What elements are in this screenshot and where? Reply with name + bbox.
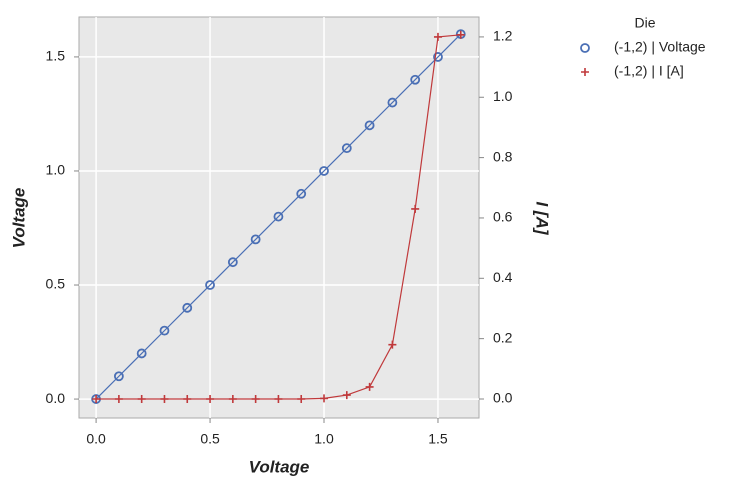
marker <box>183 394 192 403</box>
y2-tick-label: 0.0 <box>493 390 513 406</box>
marker <box>228 394 237 403</box>
marker <box>411 204 420 213</box>
x-tick-label: 1.5 <box>428 431 448 447</box>
marker <box>137 394 146 403</box>
x-tick-label: 0.5 <box>200 431 220 447</box>
marker <box>227 257 238 268</box>
y2-tick-label: 0.4 <box>493 269 513 285</box>
marker <box>387 97 398 108</box>
legend-marker <box>580 43 590 53</box>
marker <box>250 234 261 245</box>
marker <box>182 302 193 313</box>
y2-tick-label: 1.0 <box>493 88 513 104</box>
marker <box>136 348 147 359</box>
legend-label: (-1,2) | Voltage <box>614 39 706 55</box>
x-axis-label: Voltage <box>249 457 310 476</box>
y2-axis-label: I [A] <box>533 201 552 235</box>
series-line <box>95 33 462 400</box>
marker <box>159 325 170 336</box>
marker <box>319 166 329 176</box>
marker <box>388 340 397 349</box>
marker <box>92 394 101 403</box>
y-tick-label: 0.5 <box>46 276 66 292</box>
marker <box>113 371 124 382</box>
y2-tick-label: 1.2 <box>493 28 513 44</box>
marker <box>205 280 215 290</box>
marker <box>273 211 284 222</box>
marker <box>342 391 351 400</box>
marker <box>433 32 442 41</box>
marker <box>160 394 169 403</box>
marker <box>456 30 465 39</box>
marker <box>206 394 215 403</box>
marker <box>320 394 329 403</box>
y-axis-label: Voltage <box>9 188 28 249</box>
legend-marker <box>581 68 589 76</box>
marker <box>341 143 352 154</box>
x-tick-label: 0.0 <box>86 431 106 447</box>
marker <box>274 394 283 403</box>
marker <box>433 52 443 62</box>
y-tick-label: 1.0 <box>46 162 66 178</box>
marker <box>251 394 260 403</box>
legend-title: Die <box>634 15 655 31</box>
marker <box>296 188 307 199</box>
marker <box>364 120 375 131</box>
marker <box>365 382 374 391</box>
y2-tick-label: 0.8 <box>493 148 513 164</box>
legend-label: (-1,2) | I [A] <box>614 63 684 79</box>
x-tick-label: 1.0 <box>314 431 334 447</box>
marker <box>297 394 306 403</box>
y2-tick-label: 0.6 <box>493 209 513 225</box>
marker <box>410 74 421 85</box>
y-tick-label: 0.0 <box>46 390 66 406</box>
marker <box>114 394 123 403</box>
y-tick-label: 1.5 <box>46 48 66 64</box>
y2-tick-label: 0.2 <box>493 329 513 345</box>
